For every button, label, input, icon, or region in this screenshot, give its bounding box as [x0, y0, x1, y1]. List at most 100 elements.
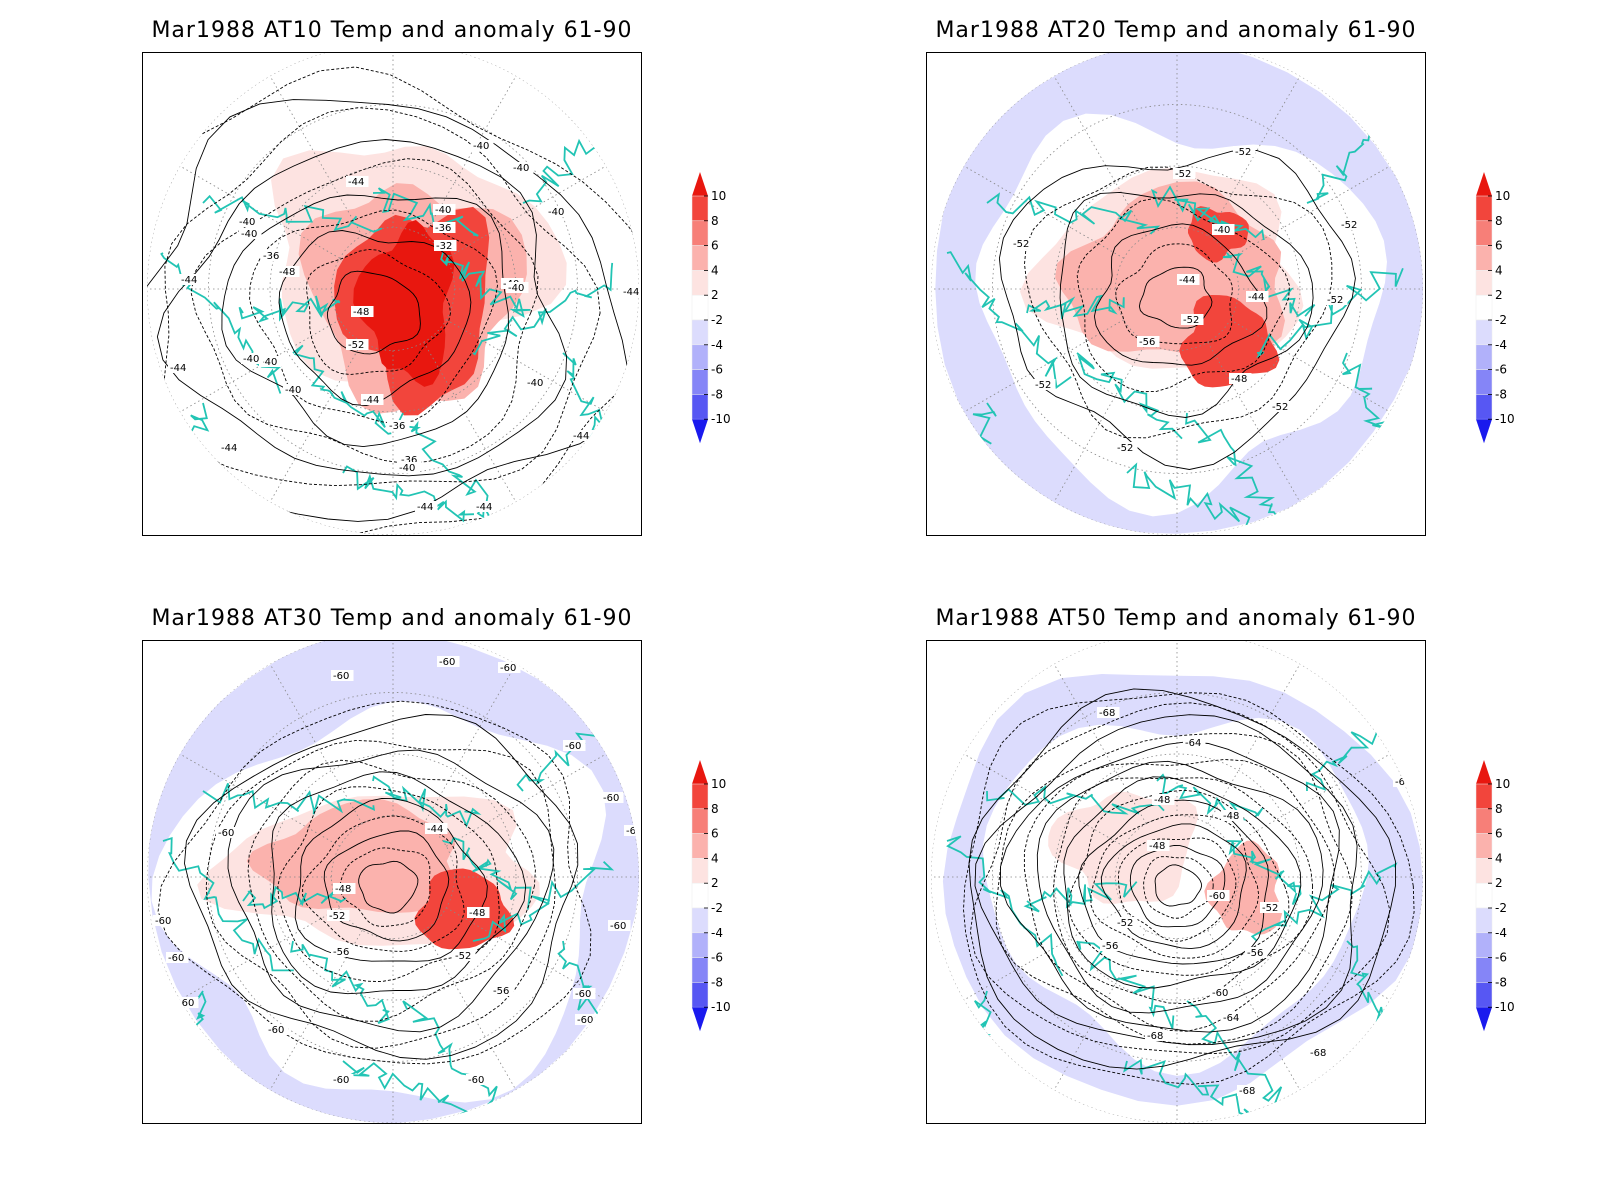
meridian-line [446, 165, 607, 259]
coastline [562, 352, 616, 477]
contour-label: -60 [603, 793, 619, 804]
contour-label: -40 [399, 463, 415, 474]
temperature-contour [205, 739, 556, 1049]
colorbar-segment [691, 957, 709, 983]
temperature-contour [306, 248, 451, 375]
meridian-line [1230, 165, 1391, 259]
contour-label: -48 [279, 267, 295, 278]
colorbar-label: 8 [1495, 214, 1503, 228]
colorbar-label: 2 [711, 876, 719, 890]
colorbar-label: -4 [1495, 926, 1507, 940]
temperature-contour [277, 786, 500, 983]
temperature-contour [190, 158, 539, 464]
contour-label-bg [511, 162, 534, 173]
contour-label-bg [563, 740, 586, 751]
colorbar-label: -10 [1495, 412, 1515, 426]
meridian-line [179, 907, 340, 1001]
colorbar-min-arrow [1476, 419, 1492, 444]
contour-label: -44 [1179, 275, 1195, 286]
colorbar-label: 6 [1495, 827, 1503, 841]
coastline [1250, 862, 1398, 942]
colorbar-segment [691, 833, 709, 859]
temperature-contour [974, 714, 1358, 1046]
temperature-contour [1000, 741, 1340, 1033]
colorbar-min-arrow [692, 1007, 708, 1032]
colorbar-segment [1475, 808, 1493, 834]
contour-label: -52 [1327, 295, 1343, 306]
meridian-line [963, 319, 1124, 413]
map-disc: -60 -60 -60 -60 -60 -60 -44 -48 -52 -56 -48 -52 -56 -… [147, 641, 639, 1123]
contour-label: -52 [1262, 903, 1278, 914]
contour-label-bg [1233, 146, 1256, 157]
contour-label: -40 [473, 141, 489, 152]
contour-label: -52 [1175, 169, 1191, 180]
coastline [1222, 252, 1316, 318]
temperature-contour [147, 99, 629, 522]
contour-label: -60 [565, 741, 581, 752]
contour-label: -48 [469, 908, 485, 919]
contour-label-bg [498, 662, 521, 673]
contour-label: -52 [1117, 918, 1133, 929]
colorbar-segment [691, 783, 709, 810]
colorbar-label: 6 [1495, 239, 1503, 253]
contour-label-bg [399, 454, 422, 465]
coastline [472, 262, 614, 356]
contour-label-bg [1212, 224, 1235, 235]
meridian-line [1230, 319, 1391, 413]
meridian-line [963, 753, 1124, 847]
latitude-circle [269, 753, 517, 1001]
meridian-line [446, 907, 607, 1001]
colorbar-segment [691, 195, 709, 222]
meridian-line [1053, 342, 1147, 503]
contour-label: -32 [436, 241, 452, 252]
colorbar-label: -4 [1495, 338, 1507, 352]
latitude-circle [1053, 753, 1301, 1001]
colorbar-segment [691, 319, 709, 346]
coastline [402, 1000, 505, 1118]
contour-label-bg [387, 420, 410, 431]
meridian-line [1230, 907, 1391, 1001]
contour-label-bg [1181, 314, 1204, 325]
contour-label: -36 [435, 223, 451, 234]
colorbar-label: -2 [711, 313, 723, 327]
colorbar-at30: 10 8 6 4 2 -2 -4 -6 -8 -10 [691, 760, 731, 1032]
contour-label: -60 [268, 1025, 284, 1036]
colorbar-segment [1475, 195, 1493, 222]
coastline [162, 836, 294, 972]
contour-label-bg [471, 140, 494, 151]
colorbar-label: 4 [1495, 851, 1503, 865]
colorbar-label: 10 [711, 777, 726, 791]
colorbar-min-arrow [1476, 1007, 1492, 1032]
contour-label-bg [571, 430, 594, 441]
colorbar-segment [1475, 270, 1493, 296]
coastline [1226, 840, 1302, 906]
contour-label-bg [1183, 737, 1206, 748]
temperature-contour [157, 700, 592, 1065]
contour-label-bg [1246, 291, 1269, 302]
meridian-line [423, 342, 517, 503]
colorbar-segment [1475, 344, 1493, 370]
temperature-contour [1053, 777, 1314, 1005]
meridian-line [269, 75, 363, 236]
colorbar-label: 10 [1495, 189, 1510, 203]
colorbar-max-arrow [692, 760, 708, 784]
colorbar-segment [691, 808, 709, 834]
colorbar-label: -4 [711, 338, 723, 352]
contour-label-bg [1145, 1030, 1168, 1041]
contour-label: -68 [1395, 777, 1411, 788]
contour-label: -36 [389, 421, 405, 432]
contour-label: -60 [577, 1015, 593, 1026]
coastline [202, 783, 376, 815]
contour-label-bg [491, 985, 514, 996]
panel-title-at30: Mar1988 AT30 Temp and anomaly 61-90 [151, 606, 633, 631]
colorbar-segment [1475, 319, 1493, 346]
contour-label-bg [259, 356, 282, 367]
contour-label-bg [1115, 442, 1138, 453]
coastline [442, 836, 532, 910]
contour-label: -68 [1099, 708, 1115, 719]
contour-label: -48 [1154, 795, 1170, 806]
contour-label: -44 [476, 502, 492, 513]
temperature-contour [963, 692, 1415, 1085]
contour-label-bg [415, 501, 438, 512]
colorbar-segment [691, 394, 709, 420]
